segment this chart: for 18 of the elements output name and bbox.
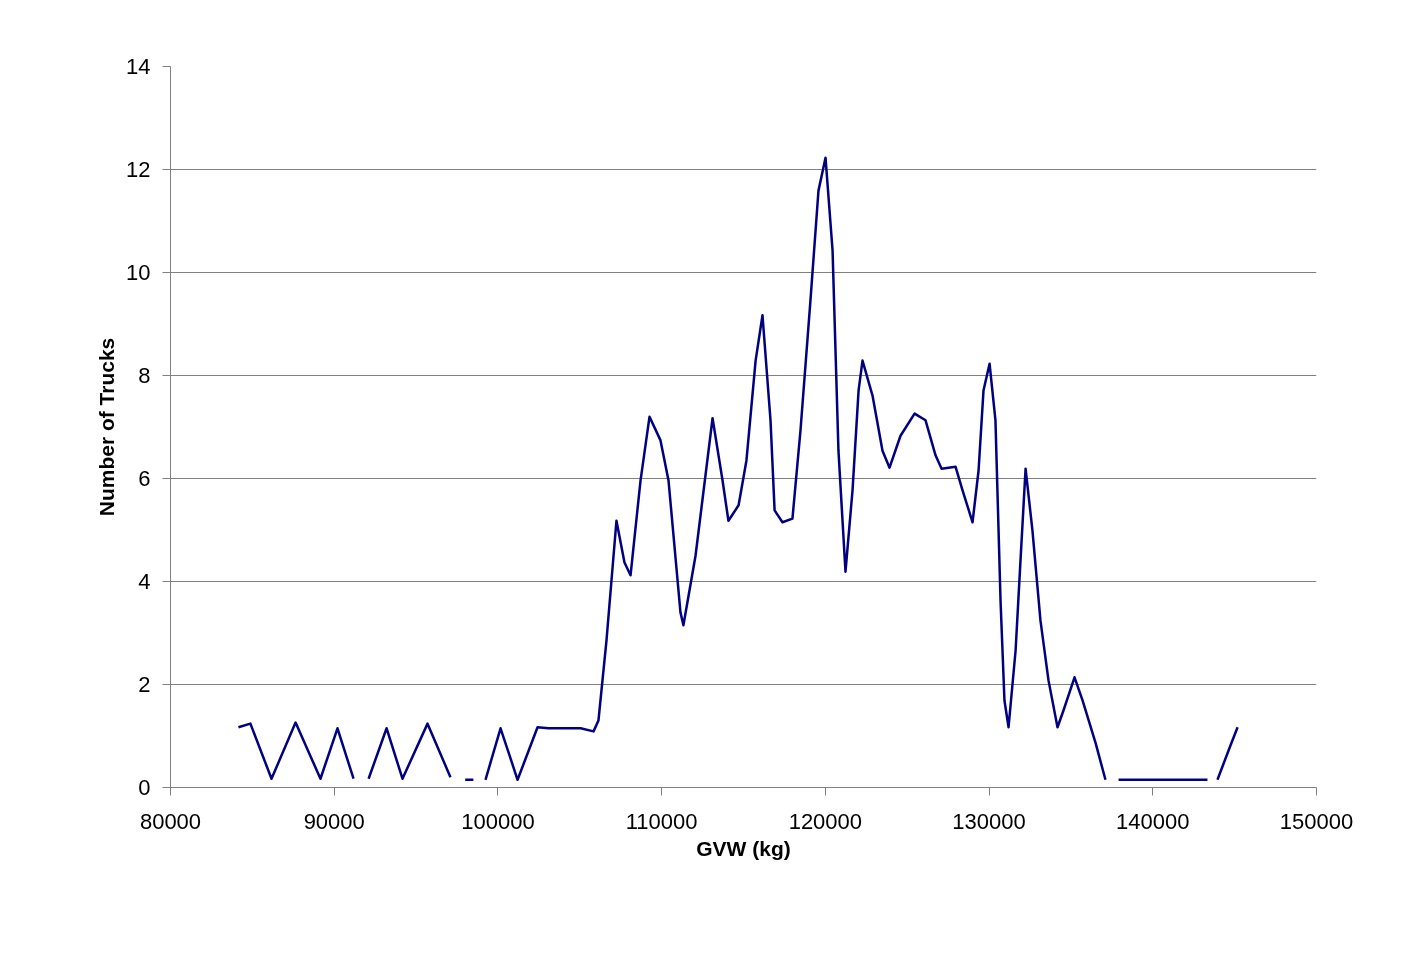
x-tick-label: 150000 — [1279, 808, 1354, 834]
y-tick-label: 12 — [126, 157, 151, 182]
y-tick-label: 0 — [138, 775, 151, 800]
x-tick-label: 120000 — [788, 808, 863, 834]
y-tick-label: 8 — [138, 363, 151, 388]
y-tick-label: 2 — [138, 672, 151, 697]
x-tick-label: 140000 — [1116, 808, 1190, 834]
x-tick-label: 130000 — [952, 808, 1026, 834]
y-tick-label: 6 — [138, 466, 151, 491]
x-tick-label: 110000 — [625, 808, 698, 834]
y-tick-label: 4 — [138, 569, 151, 594]
y-axis-title: Number of Trucks — [95, 337, 119, 517]
x-axis-title: GVW (kg) — [696, 836, 791, 860]
x-tick-label: 100000 — [461, 808, 535, 834]
x-tick-label: 80000 — [139, 808, 202, 834]
x-tick-label: 90000 — [303, 808, 365, 834]
y-tick-label: 14 — [126, 54, 151, 79]
y-tick-label: 10 — [126, 260, 151, 285]
